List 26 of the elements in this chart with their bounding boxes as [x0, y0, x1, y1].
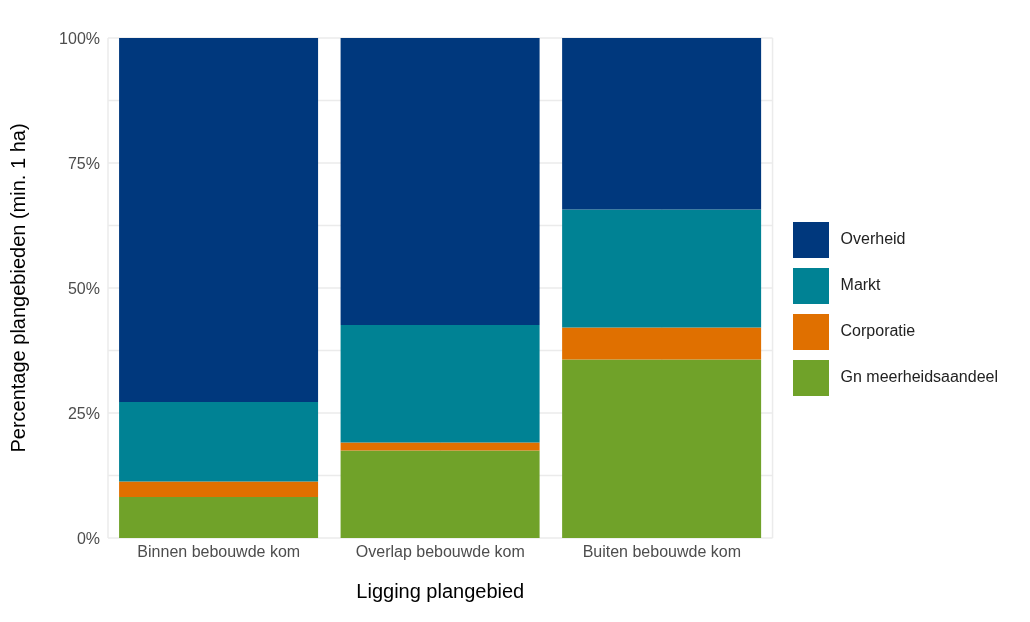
legend-label: Markt — [840, 276, 881, 293]
x-tick-label: Overlap bebouwde kom — [355, 543, 525, 561]
y-tick-label: 75% — [67, 154, 100, 172]
bar — [340, 442, 540, 451]
y-axis-title: Percentage plangebieden (min. 1 ha) — [7, 123, 30, 453]
bar — [119, 402, 319, 482]
bar — [119, 38, 319, 402]
bar — [340, 38, 540, 325]
x-axis-title: Ligging plangebied — [356, 580, 525, 602]
bar — [562, 359, 762, 538]
legend-label: Gn meerheidsaandeel — [840, 368, 998, 385]
bar — [340, 450, 540, 538]
bar — [119, 497, 319, 538]
bar — [340, 325, 540, 443]
legend-label: Corporatie — [840, 322, 916, 339]
legend-label: Overheid — [840, 230, 906, 247]
bar — [562, 38, 762, 210]
y-tick-label: 0% — [76, 529, 100, 547]
y-tick-label: 50% — [67, 279, 100, 297]
x-tick-label: Buiten bebouwde kom — [582, 543, 741, 561]
y-tick-label: 25% — [67, 404, 100, 422]
bar — [119, 481, 319, 497]
bar — [562, 327, 762, 360]
y-tick-label: 100% — [59, 29, 100, 47]
x-tick-label: Binnen bebouwde kom — [137, 543, 301, 561]
bar — [562, 209, 762, 328]
